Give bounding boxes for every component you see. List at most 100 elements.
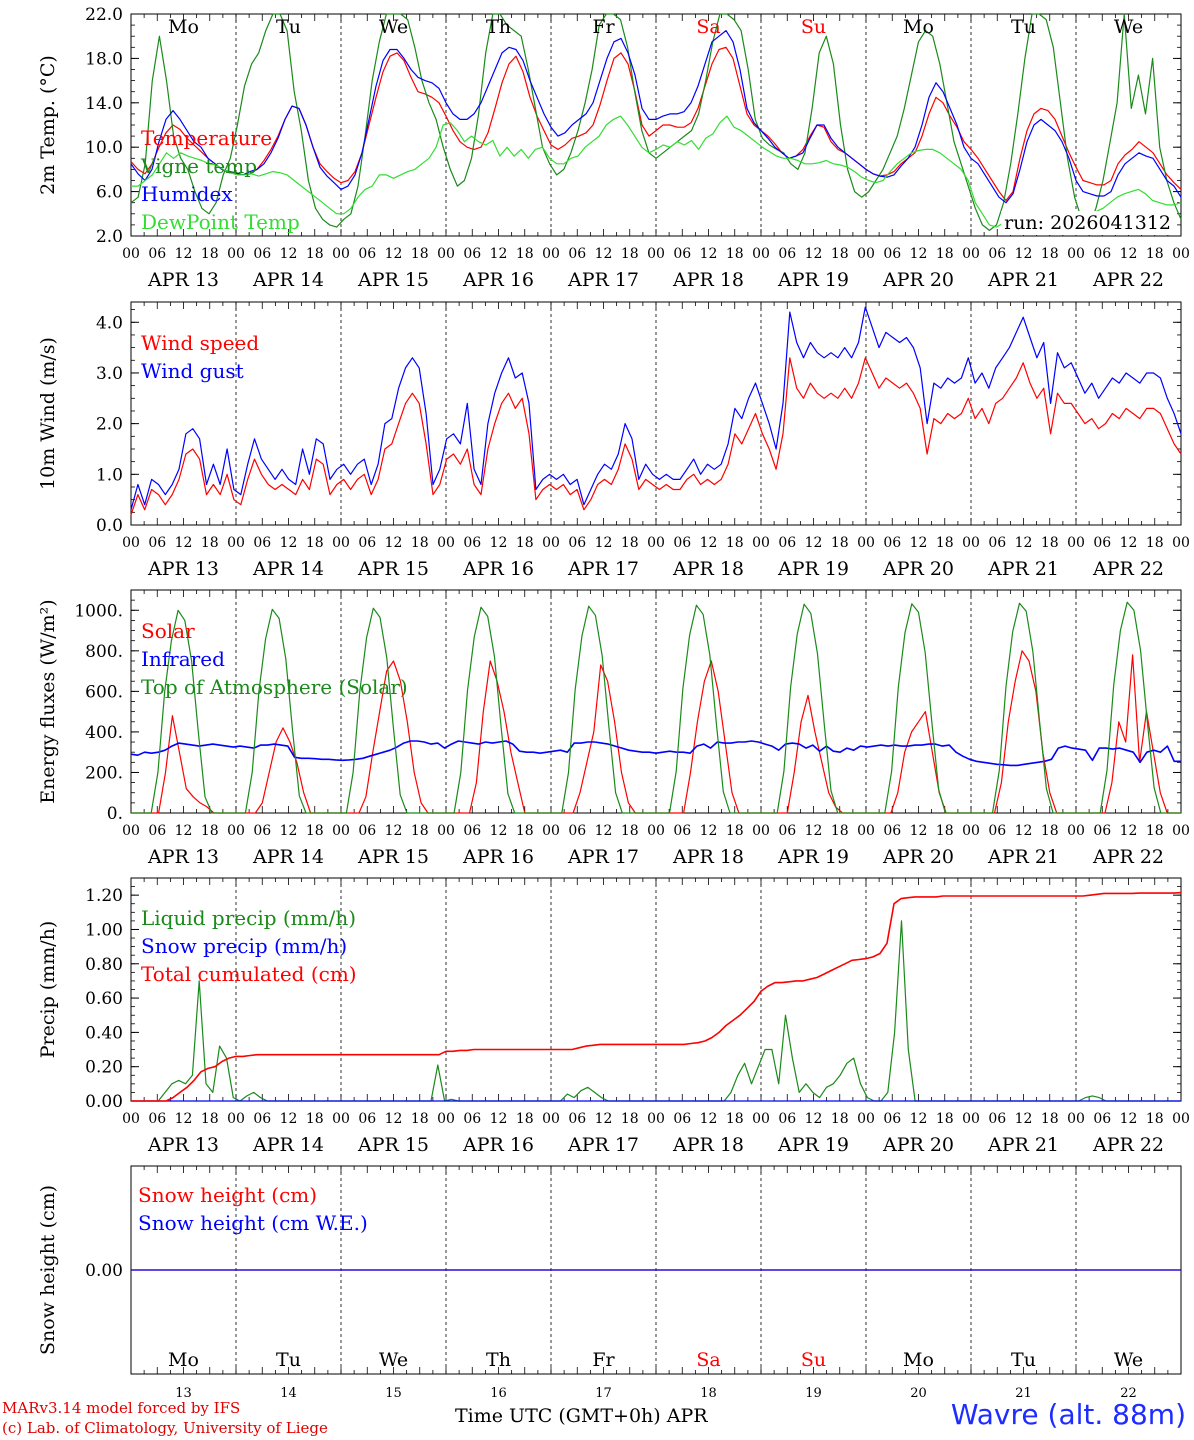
hour-label: 18 — [306, 823, 324, 839]
y-tick-label: 0.20 — [85, 1058, 123, 1078]
hour-label: 18 — [201, 823, 219, 839]
hour-label: 12 — [595, 246, 613, 262]
hour-label: 00 — [122, 1111, 140, 1127]
hour-label: 06 — [253, 535, 271, 551]
date-label: APR 16 — [462, 1134, 534, 1156]
series-total-cumulated-cm- — [131, 891, 1182, 1102]
hour-label: 06 — [253, 1111, 271, 1127]
run-label-backdrop — [1001, 211, 1174, 235]
hour-label: 00 — [1172, 823, 1190, 839]
hour-label: 12 — [805, 823, 823, 839]
legend-item: Total cumulated (cm) — [141, 962, 357, 986]
hour-label: 12 — [1120, 1111, 1138, 1127]
panel-flux: 1000. 800. 600. 400. 200. 0. Energy fluxes (W/… — [37, 589, 1190, 868]
legend-item: Vigne temp — [140, 154, 257, 178]
date-label: APR 16 — [462, 846, 534, 868]
y-axis-label: Energy fluxes (W/m²) — [37, 599, 59, 803]
legend-item: Snow height (cm W.E.) — [138, 1211, 368, 1235]
hour-label: 00 — [227, 823, 245, 839]
hour-label: 18 — [831, 535, 849, 551]
hour-label: 12 — [1120, 246, 1138, 262]
hour-label: 12 — [805, 535, 823, 551]
hour-label: 00 — [962, 246, 980, 262]
date-label: APR 19 — [777, 1134, 849, 1156]
hour-label: 18 — [306, 246, 324, 262]
hour-label: 18 — [306, 1111, 324, 1127]
hour-label: 12 — [1015, 1111, 1033, 1127]
y-tick-label: 1.00 — [85, 920, 123, 940]
hour-label: 06 — [778, 823, 796, 839]
legend-item: DewPoint Temp — [141, 210, 300, 234]
day-number-label: 22 — [1120, 1386, 1137, 1400]
hour-label: 06 — [568, 246, 586, 262]
hour-label: 00 — [1067, 535, 1085, 551]
hour-label: 18 — [1041, 823, 1059, 839]
date-label: APR 20 — [882, 1134, 954, 1156]
weekday-label: Su — [801, 1349, 826, 1371]
hour-label: 00 — [1067, 823, 1085, 839]
hour-label: 18 — [516, 823, 534, 839]
y-tick-label: 0.0 — [96, 516, 123, 536]
hour-label: 06 — [883, 535, 901, 551]
hour-label: 18 — [621, 535, 639, 551]
hour-label: 00 — [227, 246, 245, 262]
y-tick-label: 2.0 — [96, 227, 123, 247]
weekday-label: Sa — [696, 1349, 720, 1371]
hour-label: 18 — [1146, 823, 1164, 839]
hour-label: 06 — [358, 535, 376, 551]
hour-label: 00 — [122, 535, 140, 551]
hour-label: 06 — [778, 535, 796, 551]
hour-label: 00 — [332, 1111, 350, 1127]
weekday-label: Th — [486, 1349, 511, 1371]
hour-label: 00 — [122, 246, 140, 262]
hour-label: 06 — [883, 1111, 901, 1127]
hour-label: 18 — [516, 535, 534, 551]
hour-label: 18 — [1146, 1111, 1164, 1127]
hour-label: 12 — [805, 1111, 823, 1127]
hour-label: 18 — [621, 1111, 639, 1127]
day-number-label: 19 — [805, 1386, 822, 1400]
hour-label: 12 — [175, 535, 193, 551]
location-label: Wavre (alt. 88m) — [950, 1398, 1186, 1431]
hour-label: 06 — [988, 1111, 1006, 1127]
date-label: APR 13 — [147, 558, 219, 580]
date-label: APR 15 — [357, 269, 429, 291]
hour-label: 00 — [437, 535, 455, 551]
legend-item: Wind gust — [141, 359, 244, 383]
footer-credits: MARv3.14 model forced by IFS (c) Lab. of… — [2, 1398, 328, 1438]
y-tick-label: 1.0 — [96, 465, 123, 485]
weekday-label: Tu — [1011, 1349, 1036, 1371]
hour-label: 06 — [568, 823, 586, 839]
panel-wind: 4.0 3.0 2.0 1.0 0.0 10m Wind (m/s) 00 06 12 18 00 0… — [37, 301, 1190, 580]
hour-label: 18 — [1041, 535, 1059, 551]
hour-label: 06 — [1093, 535, 1111, 551]
hour-label: 00 — [1172, 535, 1190, 551]
y-tick-label: 18.0 — [85, 49, 123, 69]
day-number-label: 21 — [1015, 1386, 1032, 1400]
time-axis-label: Time UTC (GMT+0h) APR — [455, 1405, 708, 1427]
hour-label: 00 — [647, 1111, 665, 1127]
y-tick-label: 22.0 — [85, 5, 123, 25]
date-label: APR 18 — [672, 1134, 744, 1156]
weekday-label: Sa — [696, 16, 720, 38]
hour-label: 18 — [831, 1111, 849, 1127]
hour-label: 12 — [280, 1111, 298, 1127]
hour-label: 06 — [148, 823, 166, 839]
hour-label: 06 — [988, 246, 1006, 262]
hour-label: 18 — [726, 535, 744, 551]
hour-label: 18 — [411, 535, 429, 551]
hour-label: 18 — [411, 1111, 429, 1127]
y-tick-label: 1000. — [74, 601, 123, 621]
date-label: APR 22 — [1092, 846, 1164, 868]
date-label: APR 17 — [567, 846, 639, 868]
day-number-label: 20 — [910, 1386, 927, 1400]
hour-label: 06 — [148, 1111, 166, 1127]
hour-label: 18 — [936, 823, 954, 839]
hour-label: 12 — [910, 535, 928, 551]
day-number-label: 18 — [700, 1386, 717, 1400]
date-label: APR 17 — [567, 1134, 639, 1156]
hour-label: 06 — [463, 823, 481, 839]
hour-label: 00 — [542, 246, 560, 262]
hour-label: 00 — [962, 1111, 980, 1127]
hour-label: 00 — [857, 535, 875, 551]
